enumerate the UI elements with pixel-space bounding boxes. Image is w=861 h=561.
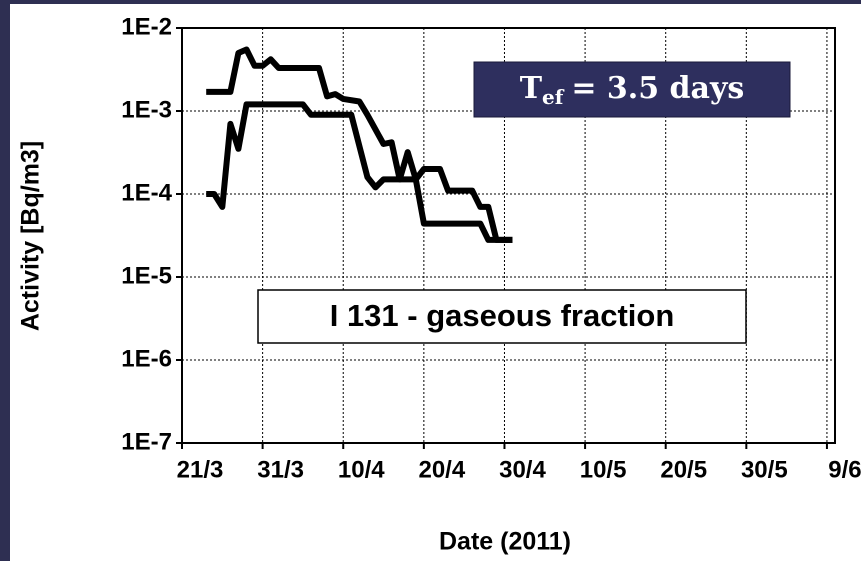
x-tick-label: 10/5 <box>580 456 627 483</box>
x-tick-label: 20/5 <box>660 456 707 483</box>
series-line <box>206 101 513 243</box>
y-tick-label: 1E-3 <box>121 96 172 123</box>
annotation-box: I 131 - gaseous fraction <box>257 289 747 344</box>
t-value: = 3.5 days <box>571 71 744 106</box>
x-tick-label: 20/4 <box>418 456 465 483</box>
annotation: I 131 - gaseous fraction <box>330 298 675 333</box>
plot-frame <box>181 27 836 444</box>
y-tick-label: 1E-7 <box>121 428 172 455</box>
x-tick-label: 21/3 <box>177 456 224 483</box>
annotation-frame <box>257 289 747 344</box>
y-tick-label: 1E-2 <box>121 13 172 40</box>
half-life-label: Tef = 3.5 days <box>520 71 745 109</box>
x-tick-label: 30/5 <box>741 456 788 483</box>
x-tick-label: 31/3 <box>257 456 304 483</box>
y-tick-label: 1E-4 <box>121 179 172 206</box>
y-tick-label: 1E-6 <box>121 345 172 372</box>
y-axis-label: Activity [Bq/m3] <box>17 141 45 331</box>
series-line <box>206 46 513 243</box>
x-tick-label: 9/6 <box>828 456 861 483</box>
y-tick-label: 1E-5 <box>121 262 172 289</box>
half-life-box: Tef = 3.5 days <box>473 61 791 118</box>
x-tick-label: 10/4 <box>338 456 385 483</box>
x-tick-label: 30/4 <box>499 456 546 483</box>
half-life-frame <box>473 61 791 118</box>
t-symbol: T <box>520 71 543 106</box>
x-axis-label: Date (2011) <box>439 528 571 556</box>
t-subscript: ef <box>542 85 565 109</box>
